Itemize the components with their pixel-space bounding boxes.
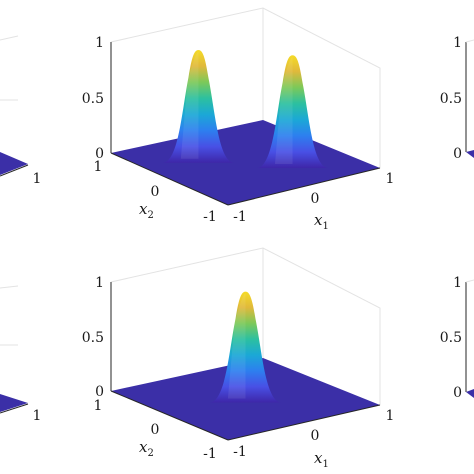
x1-axis-line: [0, 164, 29, 177]
panel-bottom-right-cropped: 1 0.5 0: [440, 275, 474, 401]
x1-tick-label: 0: [311, 191, 320, 207]
surface-floor: [0, 152, 28, 175]
surface-peak-highlight: [227, 293, 246, 399]
surface-peak: [210, 291, 281, 403]
x1-axis-label: x1: [314, 211, 329, 232]
panel-bottom-left-cropped: 1: [0, 285, 42, 424]
x1-axis-line: [227, 404, 381, 441]
z-tick-label: 0.5: [440, 330, 462, 346]
x1-tick-label: 1: [386, 171, 395, 187]
box-edge: [0, 285, 19, 289]
x1-tick-label: 0: [311, 428, 320, 444]
surface-peak: [257, 55, 328, 169]
surface-floor: [0, 394, 28, 412]
panel-top-left-cropped: 1: [0, 35, 42, 187]
x1-tick-label: 1: [33, 171, 42, 187]
x2-tick-label: -1: [203, 209, 217, 225]
z-tick-label: 0: [95, 146, 104, 162]
x2-axis-line: [110, 390, 229, 441]
box-edge: [465, 39, 474, 43]
x2-axis-line: [110, 152, 229, 206]
box-back-edges: [110, 7, 381, 168]
z-tick-label: 1: [95, 35, 104, 51]
x2-axis-label: x2: [139, 200, 154, 221]
panel-bottom-center: 1 0.5 0 1 0 -1 -1 0 1 x2 x1: [82, 247, 395, 470]
z-tick-label: 0: [453, 385, 462, 401]
x2-tick-label: -1: [203, 446, 217, 462]
x2-tick-label: 0: [151, 184, 160, 200]
x2-tick-label: 1: [94, 159, 103, 175]
surface-peak: [163, 49, 234, 163]
z-tick-label: 0.5: [440, 91, 462, 107]
x1-tick-label: -1: [233, 444, 247, 460]
surface-peaks: [210, 291, 281, 403]
x1-tick-label: 1: [33, 408, 42, 424]
z-tick-label: 1: [95, 275, 104, 291]
x1-axis-line: [0, 403, 29, 414]
panel-top-center: 1 0.5 0 1 0 -1 -1 0 1 x2 x1: [82, 7, 395, 232]
surface-floor: [466, 389, 474, 398]
surface-peak-highlight: [274, 57, 293, 165]
z-tick-label: 1: [453, 35, 462, 51]
box-back-edges: [110, 247, 381, 405]
z-tick-label: 0: [95, 384, 104, 400]
x1-tick-label: 1: [386, 408, 395, 424]
z-tick-label: 0.5: [82, 330, 104, 346]
x2-tick-label: 0: [151, 422, 160, 438]
x1-axis-line: [227, 167, 381, 206]
z-tick-label: 0: [453, 146, 462, 162]
panel-top-right-cropped: 1 0.5 0: [440, 35, 474, 162]
surface-peak-highlight: [180, 51, 199, 159]
surface-peaks: [163, 49, 328, 169]
z-tick-label: 0.5: [82, 91, 104, 107]
box-edge: [0, 35, 19, 41]
box-edge: [465, 279, 474, 283]
surface-floor: [466, 150, 474, 158]
x2-tick-label: 1: [94, 398, 103, 414]
x2-axis-label: x2: [139, 438, 154, 459]
x1-tick-label: -1: [233, 209, 247, 225]
z-tick-label: 1: [453, 275, 462, 291]
x1-axis-label: x1: [314, 449, 329, 470]
